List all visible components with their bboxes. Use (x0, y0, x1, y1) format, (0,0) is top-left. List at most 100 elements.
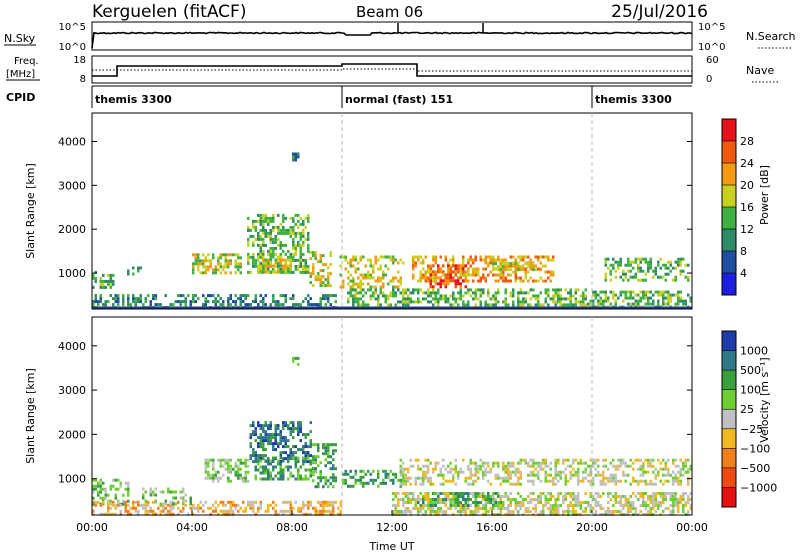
echo-cell (254, 261, 257, 265)
echo-cell (332, 473, 335, 477)
echo-cell (512, 464, 515, 468)
echo-cell (317, 446, 320, 450)
echo-cell (349, 484, 352, 488)
echo-cell (469, 258, 472, 262)
echo-cell (462, 264, 465, 268)
echo-cell (307, 216, 310, 220)
echo-cell (679, 498, 682, 501)
echo-cell (407, 510, 410, 513)
echo-cell (434, 300, 437, 304)
echo-cell (439, 492, 442, 495)
echo-cell (259, 424, 262, 428)
echo-cell (532, 288, 535, 292)
echo-cell (364, 291, 367, 295)
echo-cell (587, 504, 590, 507)
echo-cell (297, 213, 300, 217)
echo-cell (682, 299, 685, 303)
echo-cell (432, 470, 435, 474)
echo-cell (454, 498, 457, 501)
echo-cell (509, 501, 512, 504)
echo-cell (644, 492, 647, 495)
echo-cell (597, 473, 600, 477)
echo-cell (369, 261, 372, 265)
echo-cell (429, 461, 432, 465)
echo-cell (497, 501, 500, 504)
echo-cell (312, 269, 315, 273)
echo-cell (469, 510, 472, 513)
echo-cell (279, 477, 282, 481)
echo-cell (354, 300, 357, 304)
echo-cell (292, 356, 295, 360)
echo-cell (109, 273, 112, 277)
echo-cell (172, 500, 175, 504)
colorbar-swatch (722, 370, 736, 390)
echo-cell (292, 297, 295, 301)
echo-cell (654, 492, 657, 495)
echo-cell (382, 273, 385, 277)
echo-cell (452, 255, 455, 259)
echo-cell (287, 228, 290, 232)
echo-cell (454, 279, 457, 283)
echo-cell (614, 275, 617, 279)
echo-cell (392, 504, 395, 507)
echo-cell (269, 424, 272, 428)
echo-cell (342, 472, 345, 476)
echo-cell (679, 260, 682, 264)
echo-cell (484, 467, 487, 471)
echo-cell (277, 213, 280, 217)
echo-cell (484, 501, 487, 504)
echo-cell (589, 464, 592, 468)
echo-cell (204, 464, 207, 468)
echo-cell (329, 251, 332, 255)
echo-cell (554, 458, 557, 462)
echo-cell (229, 470, 232, 474)
echo-cell (212, 479, 215, 483)
echo-cell (527, 507, 530, 510)
echo-cell (204, 303, 207, 307)
echo-cell (349, 291, 352, 295)
echo-cell (472, 291, 475, 295)
sky-panel-frame (91, 21, 693, 51)
echo-cell (274, 240, 277, 244)
echo-cell (447, 507, 450, 510)
echo-cell (424, 279, 427, 283)
echo-cell (419, 261, 422, 265)
echo-cell (192, 506, 195, 510)
echo-cell (519, 268, 522, 272)
echo-cell (149, 493, 152, 497)
echo-cell (632, 302, 635, 306)
echo-cell (552, 300, 555, 304)
echo-cell (419, 510, 422, 513)
echo-cell (474, 294, 477, 298)
echo-cell (424, 291, 427, 295)
echo-cell (339, 255, 342, 259)
colorbar-swatch (722, 229, 736, 252)
echo-cell (397, 279, 400, 283)
echo-cell (309, 512, 312, 516)
echo-cell (674, 479, 677, 483)
echo-cell (627, 498, 630, 501)
echo-cell (344, 469, 347, 473)
echo-cell (479, 303, 482, 307)
echo-cell (574, 510, 577, 513)
echo-cell (194, 262, 197, 266)
echo-cell (629, 504, 632, 507)
echo-cell (687, 293, 690, 297)
echo-cell (504, 258, 507, 262)
echo-cell (669, 269, 672, 273)
echo-cell (289, 506, 292, 510)
echo-cell (432, 273, 435, 277)
echo-cell (527, 473, 530, 477)
echo-cell (124, 509, 127, 513)
echo-cell (509, 470, 512, 474)
echo-cell (442, 273, 445, 277)
echo-cell (572, 495, 575, 498)
echo-cell (517, 467, 520, 471)
echo-cell (179, 496, 182, 500)
echo-cell (142, 487, 145, 491)
echo-cell (127, 512, 130, 516)
echo-cell (642, 501, 645, 504)
echo-cell (272, 300, 275, 304)
echo-cell (314, 254, 317, 258)
echo-cell (537, 300, 540, 304)
